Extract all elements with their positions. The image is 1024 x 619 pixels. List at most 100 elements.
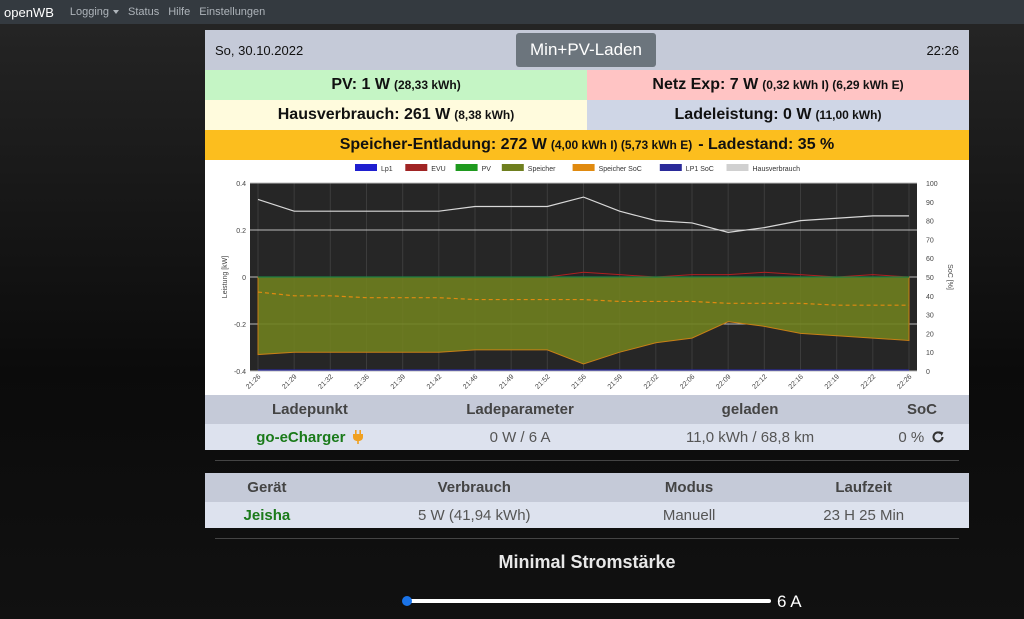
ladeparameter-cell: 0 W / 6 A bbox=[414, 424, 626, 450]
nav-logging[interactable]: Logging bbox=[69, 6, 120, 18]
legend-swatch bbox=[405, 164, 428, 171]
speicher-value: Speicher-Entladung: 272 W bbox=[339, 136, 547, 153]
date-label: So, 30.10.2022 bbox=[215, 42, 304, 58]
divider bbox=[215, 538, 959, 539]
soc-value: 0 % bbox=[898, 428, 925, 446]
y-right-tick: 40 bbox=[926, 294, 934, 301]
geladen-cell: 11,0 kWh / 68,8 km bbox=[625, 424, 875, 450]
nav-status[interactable]: Status bbox=[128, 6, 160, 18]
power-chart: Lp1 EVU PV Speicher Speicher SoC LP1 SoC Hausv… bbox=[205, 160, 969, 395]
divider bbox=[215, 460, 959, 461]
y-right-tick: 10 bbox=[926, 350, 934, 357]
current-slider-thumb[interactable] bbox=[402, 596, 412, 606]
series-hausverbrauch bbox=[257, 196, 909, 233]
col-header: Gerät bbox=[205, 473, 329, 502]
y-right-tick: 100 bbox=[926, 181, 938, 188]
brand-logo[interactable]: openWB bbox=[4, 4, 54, 20]
summary-row-2: Hausverbrauch: 261 W (8,38 kWh) Ladeleis… bbox=[205, 100, 969, 130]
time-label: 22:26 bbox=[926, 42, 959, 58]
ladepunkt-table: Ladepunkt Ladeparameter geladen SoC go-e… bbox=[205, 395, 969, 450]
series-speicher-soc bbox=[257, 291, 909, 306]
y-right-label: SoC [%] bbox=[946, 264, 953, 290]
speicher-detail: (4,00 kWh I) (5,73 kWh E) bbox=[550, 138, 693, 152]
geraet-table: Gerät Verbrauch Modus Laufzeit Jeisha 5 … bbox=[205, 473, 969, 528]
ladeleistung-cell: Ladeleistung: 0 W (11,00 kWh) bbox=[587, 100, 969, 130]
legend-label: LP1 SoC bbox=[686, 166, 714, 173]
col-header: Modus bbox=[619, 473, 759, 502]
legend-swatch bbox=[355, 164, 377, 171]
geraet-name-cell[interactable]: Jeisha bbox=[205, 502, 329, 528]
y-right-tick: 0 bbox=[926, 369, 930, 376]
y-right-tick: 20 bbox=[926, 331, 934, 338]
y-left-tick: -0.4 bbox=[234, 369, 246, 376]
y-right-tick: 90 bbox=[926, 200, 934, 207]
current-slider-value: 6 A bbox=[777, 592, 802, 611]
pv-cell: PV: 1 W (28,33 kWh) bbox=[205, 70, 587, 100]
col-header: Ladepunkt bbox=[205, 395, 415, 424]
table-row: go-eCharger 0 W / 6 A 11,0 kWh / 68,8 km… bbox=[205, 424, 969, 450]
y-right-tick: 70 bbox=[926, 237, 934, 244]
speicher-soc: - Ladestand: 35 % bbox=[698, 136, 835, 153]
speicher-cell: Speicher-Entladung: 272 W (4,00 kWh I) (… bbox=[205, 130, 969, 160]
y-left-tick: 0 bbox=[242, 275, 246, 282]
legend-label: Speicher SoC bbox=[599, 166, 642, 173]
geraet-header-row: Gerät Verbrauch Modus Laufzeit bbox=[205, 473, 969, 502]
plug-icon bbox=[352, 429, 363, 444]
y-left-tick: -0.2 bbox=[234, 322, 246, 329]
ladepunkt-name: go-eCharger bbox=[256, 428, 346, 446]
col-header: geladen bbox=[625, 395, 875, 424]
col-header: SoC bbox=[874, 395, 969, 424]
col-header: Verbrauch bbox=[328, 473, 620, 502]
laufzeit-cell: 23 H 25 Min bbox=[758, 502, 969, 528]
ladepunkt-header-row: Ladepunkt Ladeparameter geladen SoC bbox=[205, 395, 969, 424]
y-left-tick: 0.2 bbox=[236, 228, 246, 235]
chevron-down-icon bbox=[113, 10, 120, 14]
pv-detail: (28,33 kWh) bbox=[394, 78, 461, 92]
current-slider-track[interactable] bbox=[407, 599, 771, 603]
legend-swatch bbox=[501, 164, 524, 171]
table-row: Jeisha 5 W (41,94 kWh) Manuell 23 H 25 M… bbox=[205, 502, 969, 528]
mode-button[interactable]: Min+PV-Laden bbox=[516, 33, 656, 67]
legend-label: Lp1 bbox=[381, 166, 393, 173]
header-bar: So, 30.10.2022 Min+PV-Laden 22:26 bbox=[205, 30, 969, 70]
col-header: Laufzeit bbox=[758, 473, 969, 502]
nav-einstellungen[interactable]: Einstellungen bbox=[199, 6, 266, 18]
summary-row-1: PV: 1 W (28,33 kWh) Netz Exp: 7 W (0,32 … bbox=[205, 70, 969, 100]
legend-label: EVU bbox=[431, 166, 445, 173]
ladeleistung-detail: (11,00 kWh) bbox=[815, 108, 882, 122]
verbrauch-cell: 5 W (41,94 kWh) bbox=[328, 502, 620, 528]
ladeleistung-value: Ladeleistung: 0 W bbox=[674, 106, 812, 123]
refresh-icon[interactable] bbox=[931, 430, 945, 444]
pv-value: PV: 1 W bbox=[331, 76, 390, 93]
netz-detail: (0,32 kWh I) (6,29 kWh E) bbox=[762, 78, 904, 92]
netz-value: Netz Exp: 7 W bbox=[652, 76, 759, 93]
y-right-tick: 50 bbox=[926, 275, 934, 282]
nav-logging-label: Logging bbox=[69, 6, 110, 18]
series-speicher bbox=[257, 276, 910, 365]
minimal-stromstaerke-title: Minimal Stromstärke bbox=[498, 552, 676, 572]
navbar: openWB Logging Status Hilfe Einstellunge… bbox=[0, 0, 1024, 24]
y-left-label: Leistung [kW] bbox=[222, 256, 229, 298]
ladepunkt-name-cell[interactable]: go-eCharger bbox=[205, 424, 415, 450]
legend-swatch bbox=[572, 164, 595, 171]
nav-hilfe[interactable]: Hilfe bbox=[168, 6, 191, 18]
hausverbrauch-value: Hausverbrauch: 261 W bbox=[277, 106, 451, 123]
y-right-tick: 30 bbox=[926, 313, 934, 320]
modus-cell: Manuell bbox=[619, 502, 759, 528]
legend-label: Speicher bbox=[528, 166, 556, 173]
col-header: Ladeparameter bbox=[414, 395, 626, 424]
legend-swatch bbox=[726, 164, 749, 171]
legend-swatch bbox=[455, 164, 478, 171]
hausverbrauch-cell: Hausverbrauch: 261 W (8,38 kWh) bbox=[205, 100, 587, 130]
chart-svg: Lp1 EVU PV Speicher Speicher SoC LP1 SoC Hausv… bbox=[205, 160, 969, 395]
y-left-tick: 0.4 bbox=[236, 181, 246, 188]
netz-cell: Netz Exp: 7 W (0,32 kWh I) (6,29 kWh E) bbox=[587, 70, 969, 100]
y-right-tick: 60 bbox=[926, 256, 934, 263]
main-panel: So, 30.10.2022 Min+PV-Laden 22:26 PV: 1 … bbox=[205, 30, 969, 551]
legend-label: Hausverbrauch bbox=[753, 166, 801, 173]
y-right-tick: 80 bbox=[926, 219, 934, 226]
legend-label: PV bbox=[482, 166, 492, 173]
legend-swatch bbox=[659, 164, 682, 171]
soc-cell: 0 % bbox=[874, 424, 969, 450]
hausverbrauch-detail: (8,38 kWh) bbox=[454, 108, 515, 122]
